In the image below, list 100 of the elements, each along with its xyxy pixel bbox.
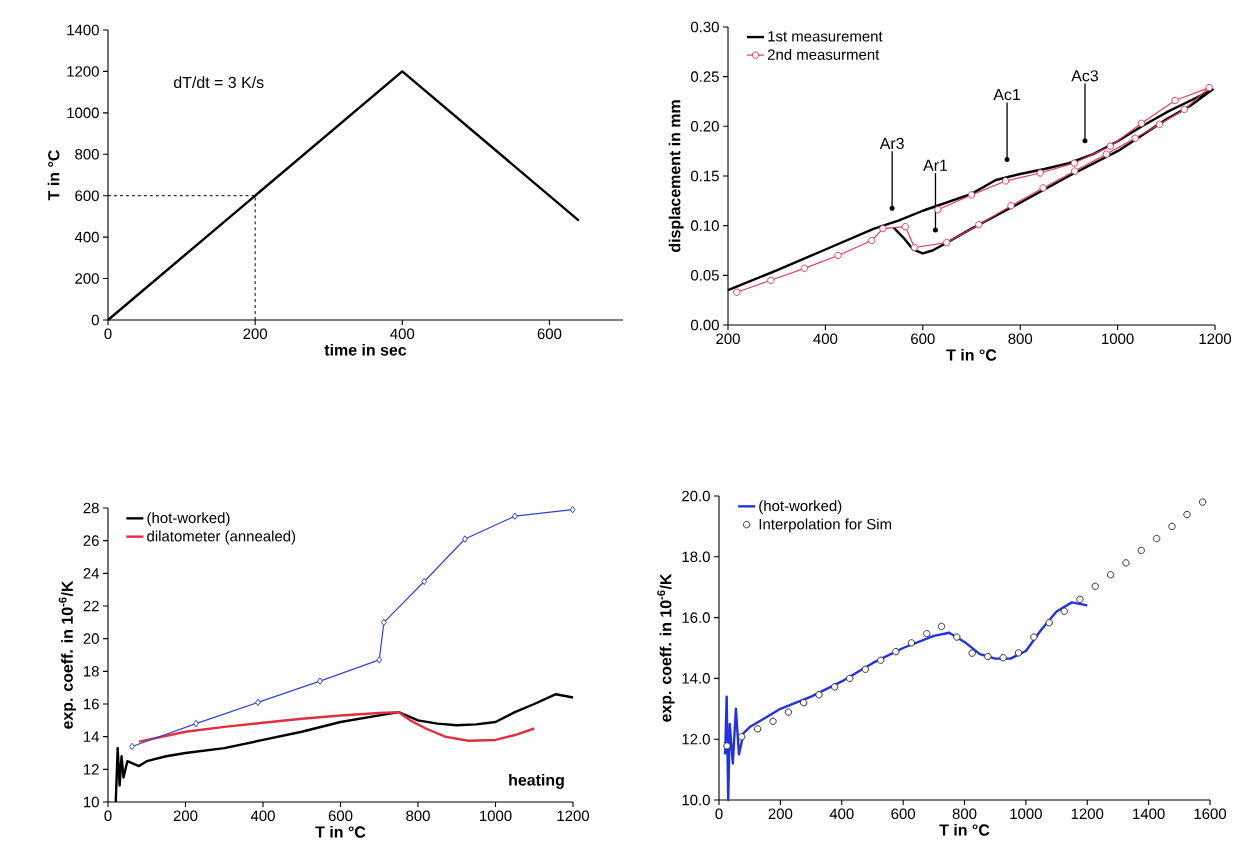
x-tick-label: 800: [1008, 333, 1033, 345]
x-tick-label: 200: [173, 810, 198, 822]
point: [892, 647, 900, 656]
point: [834, 251, 842, 260]
point: [800, 264, 809, 273]
x-tick-label: 1000: [1102, 333, 1134, 345]
point: [1106, 571, 1115, 579]
x-tick-label: 200: [243, 328, 268, 340]
y-tick-label: 16: [84, 698, 99, 710]
point: [861, 665, 870, 673]
x-tick-label: 1000: [1010, 808, 1042, 820]
legend-label: 2nd measurment: [767, 48, 880, 60]
y-tick-label: 0.00: [690, 319, 719, 331]
y-tick-label: 24: [83, 568, 100, 579]
x-axis-title: T in °C: [939, 823, 990, 836]
point: [1039, 184, 1047, 192]
point: [1036, 169, 1044, 177]
y-axis-title: exp. coeff. in 10$^{-6}$/K: [657, 573, 675, 722]
y-tick-label: 12: [84, 764, 99, 775]
point: [942, 238, 951, 247]
point: [877, 656, 885, 664]
y-tick-label: 14: [84, 731, 100, 742]
point: [767, 276, 775, 284]
point: [879, 224, 887, 233]
x-tick-label: 800: [406, 810, 430, 822]
point: [846, 674, 854, 683]
point: [769, 717, 777, 725]
y-tick-label: 12.0: [682, 733, 710, 745]
legend-label: (hot-worked): [759, 500, 842, 515]
y-tick-label: 20.0: [682, 490, 710, 502]
y-tick-label: 400: [74, 231, 99, 243]
point: [1014, 649, 1023, 657]
x-tick-label: 600: [328, 810, 353, 822]
point: [867, 236, 876, 245]
y-tick-label: 1000: [67, 107, 99, 119]
point: [967, 191, 976, 199]
line-series: [137, 710, 536, 743]
legend-label: dilatometer (annealed): [147, 530, 296, 545]
point: [1183, 510, 1191, 519]
point: [937, 622, 946, 631]
point: [317, 677, 323, 685]
annotation: Ac3: [1071, 70, 1099, 82]
y-tick-label: 200: [75, 273, 99, 284]
point: [1137, 119, 1146, 128]
x-tick-label: 400: [813, 333, 838, 345]
point: [723, 742, 731, 750]
y-tick-label: 0.15: [690, 170, 719, 182]
point: [975, 220, 983, 229]
y-tick-label: 16.0: [682, 612, 710, 623]
point: [1152, 534, 1161, 543]
point: [923, 630, 931, 638]
x-tick-label: 1200: [1071, 808, 1104, 820]
legend-label: Interpolation for Sim: [759, 518, 892, 533]
point: [1131, 134, 1139, 142]
y-tick-label: 0.20: [690, 121, 719, 132]
annotation: Ar3: [879, 137, 904, 150]
point: [1137, 546, 1145, 555]
y-axis-title: displacement in mm: [668, 100, 684, 252]
point: [1007, 202, 1015, 210]
x-tick-label: 1400: [1133, 808, 1165, 820]
annotation: heating: [509, 773, 564, 789]
x-tick-label: 600: [891, 808, 915, 820]
point: [934, 206, 942, 214]
line-series: [723, 601, 1089, 802]
point: [376, 656, 383, 664]
point: [1180, 105, 1189, 114]
x-tick-label: 200: [768, 808, 793, 820]
y-tick-label: 10.0: [682, 794, 710, 806]
x-tick-label: 400: [250, 810, 275, 822]
y-tick-label: 26: [83, 535, 99, 546]
y-tick-label: 20: [83, 633, 99, 644]
point: [1102, 150, 1111, 158]
point: [1198, 498, 1207, 506]
y-tick-label: 800: [75, 148, 99, 160]
point: [800, 699, 808, 707]
y-tick-label: 600: [75, 190, 99, 201]
x-axis-title: T in °C: [946, 348, 997, 361]
x-tick-label: 400: [390, 328, 415, 340]
point: [421, 577, 428, 586]
point: [815, 691, 823, 699]
point: [968, 649, 976, 657]
x-tick-label: 0: [104, 328, 112, 340]
point: [753, 725, 762, 733]
point: [1030, 633, 1038, 641]
point: [907, 639, 916, 647]
point: [1076, 595, 1084, 604]
point: [1070, 159, 1078, 167]
y-tick-label: 0.10: [690, 220, 719, 231]
x-tick-label: 600: [911, 333, 935, 345]
x-tick-label: 1200: [557, 810, 590, 822]
point: [733, 288, 741, 296]
x-tick-label: 1600: [1194, 808, 1227, 820]
legend-label: 1st measurement: [768, 31, 883, 42]
annotation: Ar1: [923, 159, 948, 171]
point: [784, 708, 793, 716]
point: [461, 535, 468, 543]
x-axis-title: T in °C: [315, 825, 366, 838]
x-tick-label: 800: [952, 808, 977, 820]
point: [738, 733, 746, 741]
y-tick-label: 28: [83, 502, 99, 514]
